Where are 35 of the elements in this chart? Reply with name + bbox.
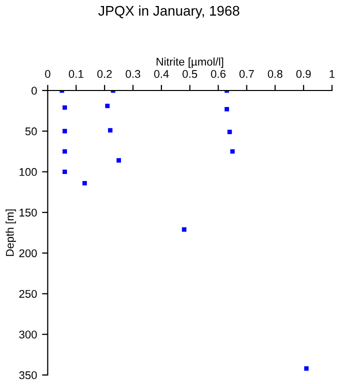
point xyxy=(82,180,87,186)
y-tick-label: 250 xyxy=(19,290,37,298)
x-tick-label: 0.8 xyxy=(268,70,282,78)
y-tick-label: 150 xyxy=(20,208,37,217)
y-tick-label: 350 xyxy=(19,371,37,380)
x-tick-label: 0.6 xyxy=(210,70,226,78)
point xyxy=(62,149,67,154)
y-tick-label: 300 xyxy=(19,330,37,338)
y-axis-title: Depth [m] xyxy=(6,209,16,256)
point xyxy=(227,130,232,134)
y-tick-label: 200 xyxy=(19,249,37,258)
y-tick-label: 0 xyxy=(32,86,37,95)
point xyxy=(62,170,67,174)
point xyxy=(62,105,67,110)
point xyxy=(224,106,230,112)
point xyxy=(105,104,110,108)
point xyxy=(62,128,67,134)
point xyxy=(116,158,121,163)
y-tick-label: 100 xyxy=(20,168,37,176)
point xyxy=(108,128,112,133)
x-tick-label: 0.4 xyxy=(154,70,169,78)
x-tick-label: 0.9 xyxy=(296,70,311,78)
x-tick-label: 0 xyxy=(45,70,50,78)
x-tick-label: 0.7 xyxy=(239,70,254,78)
x-tick-label: 0.3 xyxy=(126,70,140,78)
x-tick-label: 0.2 xyxy=(97,70,112,78)
x-tick-label: 0.5 xyxy=(182,70,198,78)
x-tick-label: 1 xyxy=(330,70,335,78)
x-axis-title: Nitrite [µmol/l] xyxy=(156,58,224,68)
y-tick-label: 50 xyxy=(25,127,37,136)
point xyxy=(304,366,309,371)
point xyxy=(182,227,186,232)
x-tick-label: 0.1 xyxy=(68,70,84,78)
chart-title: JPQX in January, 1968 xyxy=(98,6,240,18)
point xyxy=(230,149,235,154)
